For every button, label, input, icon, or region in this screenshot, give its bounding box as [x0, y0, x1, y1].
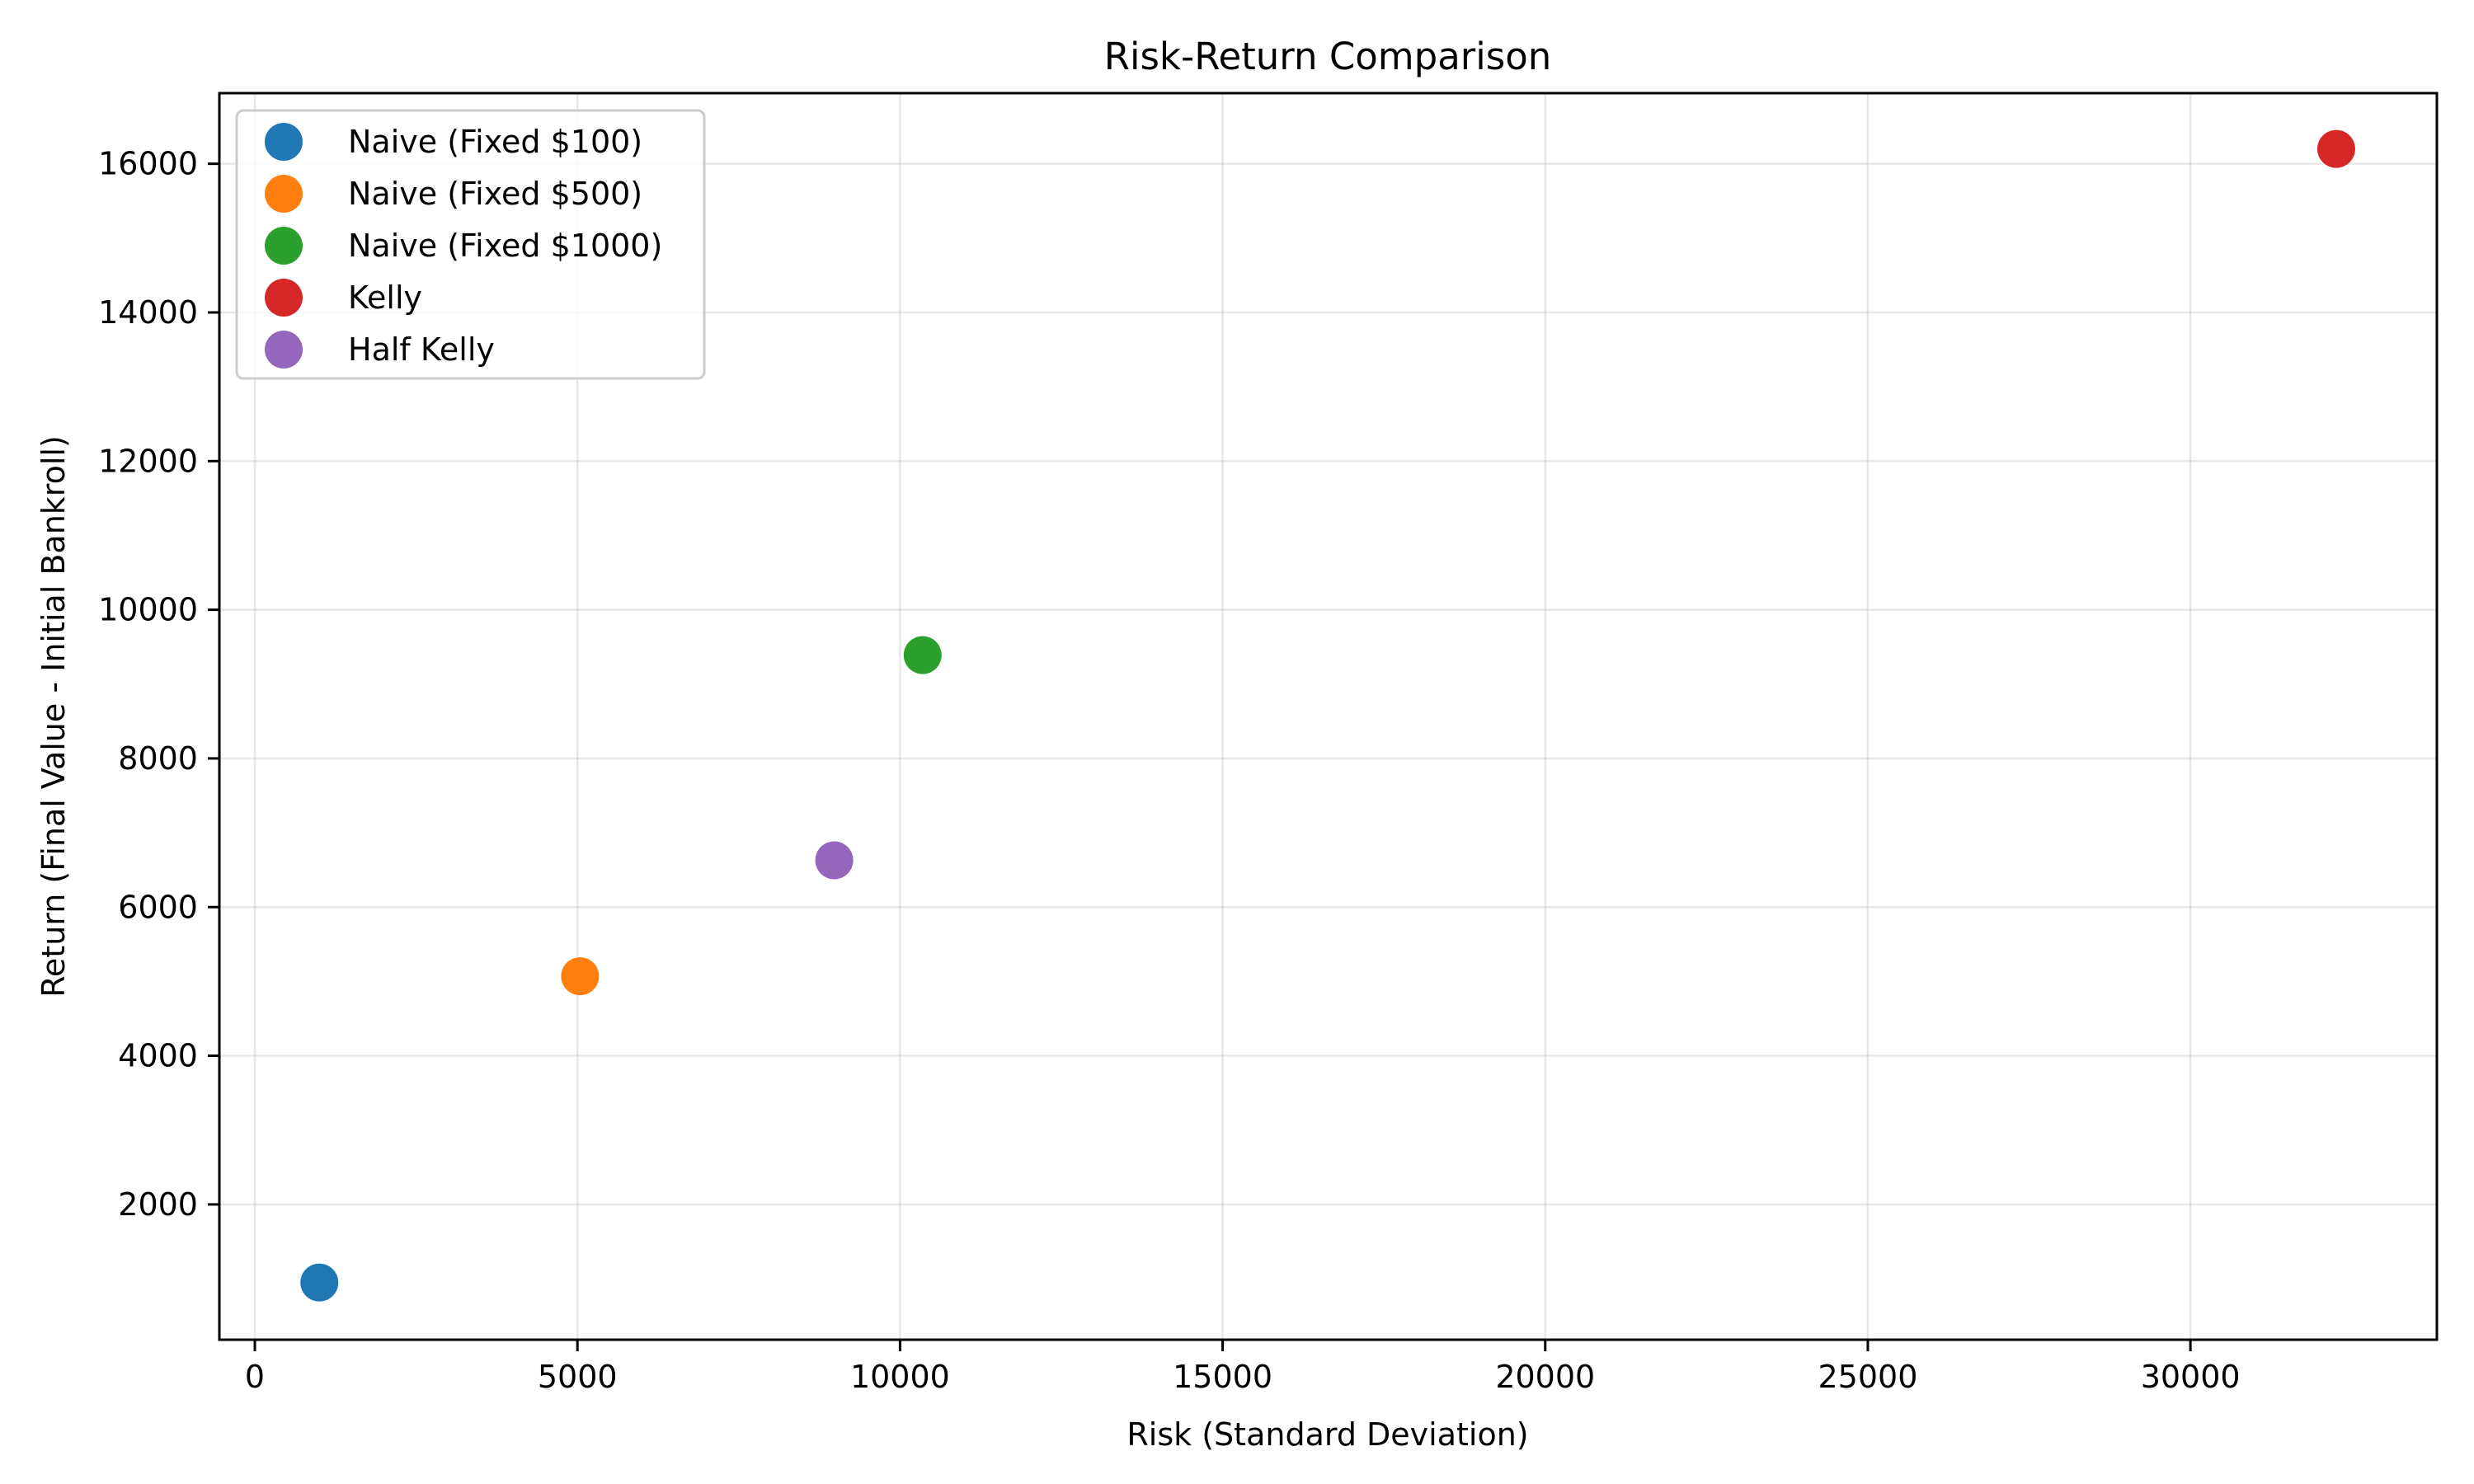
y-tick-label: 10000: [98, 592, 198, 628]
legend-marker: [265, 123, 303, 161]
scatter-point: [2316, 129, 2355, 168]
x-tick-label: 30000: [2141, 1359, 2241, 1395]
legend-marker: [265, 227, 303, 265]
scatter-point: [903, 636, 942, 674]
legend-label: Naive (Fixed $1000): [348, 228, 662, 264]
legend-label: Naive (Fixed $100): [348, 124, 642, 160]
y-axis-label: Return (Final Value - Initial Bankroll): [35, 435, 72, 998]
legend-marker: [265, 175, 303, 213]
grid-lines: [219, 93, 2437, 1340]
scatter-point: [561, 957, 600, 996]
legend-label: Naive (Fixed $500): [348, 176, 642, 212]
y-tick-label: 6000: [118, 889, 198, 925]
y-tick-label: 16000: [98, 146, 198, 182]
legend-box: [235, 109, 706, 380]
plot-frame: [218, 92, 2439, 1341]
y-tick-label: 12000: [98, 443, 198, 479]
x-tick-label: 20000: [1495, 1359, 1595, 1395]
legend-label: Half Kelly: [348, 331, 495, 368]
x-tick-label: 10000: [850, 1359, 950, 1395]
x-axis-label: Risk (Standard Deviation): [1126, 1416, 1528, 1453]
chart-title: Risk-Return Comparison: [1104, 35, 1552, 78]
x-axis-ticks: 0 5000 10000 15000 20000 25000 30000: [245, 1340, 2241, 1395]
x-tick-label: 0: [245, 1359, 265, 1395]
y-axis-ticks: 2000 4000 6000 8000 10000 12000 14000 16000: [98, 146, 219, 1223]
legend-marker: [265, 279, 303, 317]
y-tick-label: 14000: [98, 294, 198, 331]
data-points: [300, 129, 2355, 1302]
scatter-point: [815, 841, 854, 880]
legend: Naive (Fixed $100) Naive (Fixed $500) Naiv…: [235, 109, 706, 380]
x-tick-label: 25000: [1818, 1359, 1918, 1395]
y-tick-label: 2000: [118, 1186, 198, 1223]
x-tick-label: 5000: [538, 1359, 618, 1395]
y-tick-label: 8000: [118, 740, 198, 777]
x-tick-label: 15000: [1173, 1359, 1272, 1395]
scatter-point: [300, 1263, 339, 1302]
y-tick-label: 4000: [118, 1038, 198, 1074]
legend-marker: [265, 331, 303, 369]
legend-label: Kelly: [348, 279, 422, 316]
